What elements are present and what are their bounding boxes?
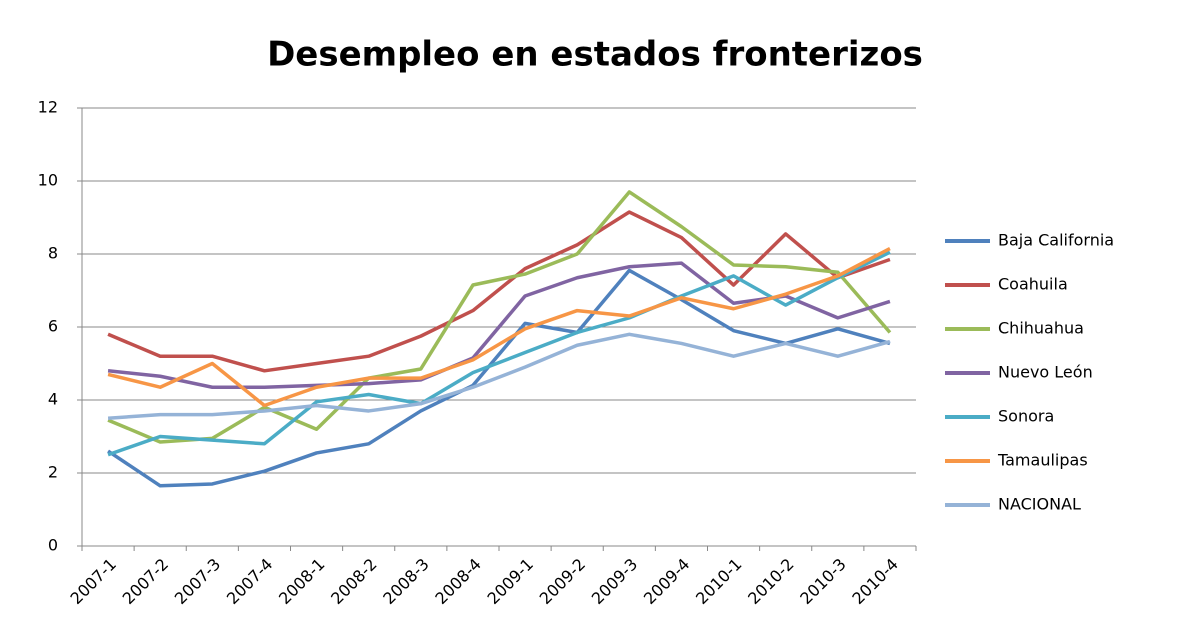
series-line xyxy=(107,261,891,389)
x-tick-label: 2008-3 xyxy=(379,555,433,609)
x-tick-label: 2009-4 xyxy=(640,555,694,609)
x-tick-label: 2007-2 xyxy=(119,555,173,609)
series-line xyxy=(107,268,891,488)
series-line xyxy=(107,190,892,444)
x-tick-label: 2009-1 xyxy=(484,555,538,609)
series-line xyxy=(107,210,891,373)
legend-label: NACIONAL xyxy=(998,495,1081,514)
x-tick-label: 2010-3 xyxy=(796,555,850,609)
y-tick-label: 4 xyxy=(48,390,58,409)
legend-label: Tamaulipas xyxy=(997,451,1088,470)
x-tick-label: 2008-1 xyxy=(275,555,329,609)
legend-label: Nuevo León xyxy=(998,363,1093,382)
x-tick-label: 2009-2 xyxy=(536,555,590,609)
x-tick-label: 2009-3 xyxy=(588,555,642,609)
legend-label: Baja California xyxy=(998,231,1114,250)
legend-label: Chihuahua xyxy=(998,319,1084,338)
x-tick-label: 2010-4 xyxy=(848,555,902,609)
x-tick-label: 2007-1 xyxy=(67,555,121,609)
y-tick-label: 12 xyxy=(38,98,58,117)
y-tick-label: 2 xyxy=(48,463,58,482)
y-tick-label: 10 xyxy=(38,171,58,190)
x-tick-label: 2008-4 xyxy=(431,555,485,609)
x-tick-label: 2008-2 xyxy=(327,555,381,609)
y-tick-label: 6 xyxy=(48,317,58,336)
series-line xyxy=(107,332,891,420)
y-tick-label: 0 xyxy=(48,536,58,555)
x-tick-label: 2007-4 xyxy=(223,555,277,609)
legend-label: Sonora xyxy=(998,407,1054,426)
x-tick-label: 2010-2 xyxy=(744,555,798,609)
series-line xyxy=(107,250,891,457)
y-tick-label: 8 xyxy=(48,244,58,263)
legend-label: Coahuila xyxy=(998,275,1068,294)
x-tick-label: 2010-1 xyxy=(692,555,746,609)
series-line xyxy=(107,246,891,408)
chart-title: Desempleo en estados fronterizos xyxy=(267,35,923,75)
x-tick-label: 2007-3 xyxy=(171,555,225,609)
